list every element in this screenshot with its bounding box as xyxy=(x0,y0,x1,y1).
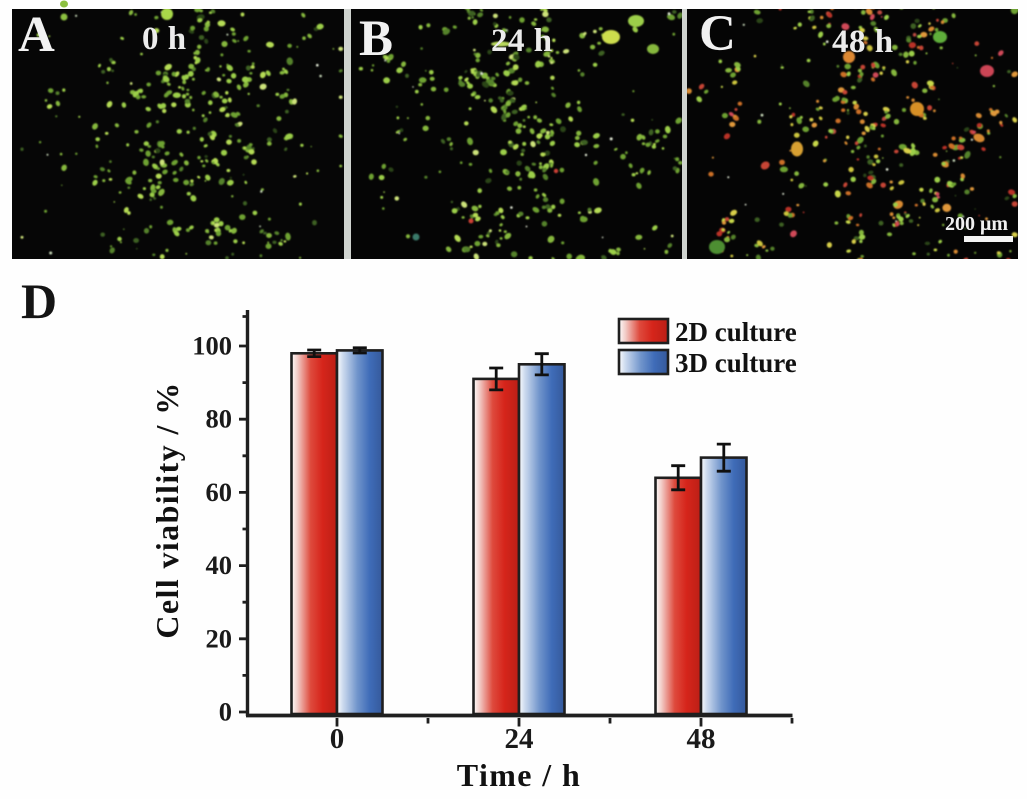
svg-text:24 h: 24 h xyxy=(491,23,553,59)
svg-text:60: 60 xyxy=(206,477,233,507)
svg-text:24: 24 xyxy=(505,723,534,755)
svg-text:200 μm: 200 μm xyxy=(945,213,1008,235)
svg-text:48: 48 xyxy=(687,723,716,755)
svg-text:B: B xyxy=(359,11,393,67)
svg-text:C: C xyxy=(699,6,736,62)
svg-text:3D culture: 3D culture xyxy=(675,348,797,378)
svg-text:20: 20 xyxy=(206,623,233,653)
svg-text:100: 100 xyxy=(192,331,232,361)
svg-text:0: 0 xyxy=(219,697,232,727)
svg-text:0 h: 0 h xyxy=(142,21,187,57)
svg-text:80: 80 xyxy=(206,404,233,434)
svg-text:2D culture: 2D culture xyxy=(675,317,797,347)
svg-text:0: 0 xyxy=(330,723,345,755)
svg-text:48 h: 48 h xyxy=(832,24,894,60)
svg-text:A: A xyxy=(18,7,55,63)
svg-text:D: D xyxy=(21,273,57,329)
svg-text:40: 40 xyxy=(206,550,233,580)
svg-text:Time / h: Time / h xyxy=(457,757,581,793)
svg-text:Cell viability / %: Cell viability / % xyxy=(149,381,185,638)
